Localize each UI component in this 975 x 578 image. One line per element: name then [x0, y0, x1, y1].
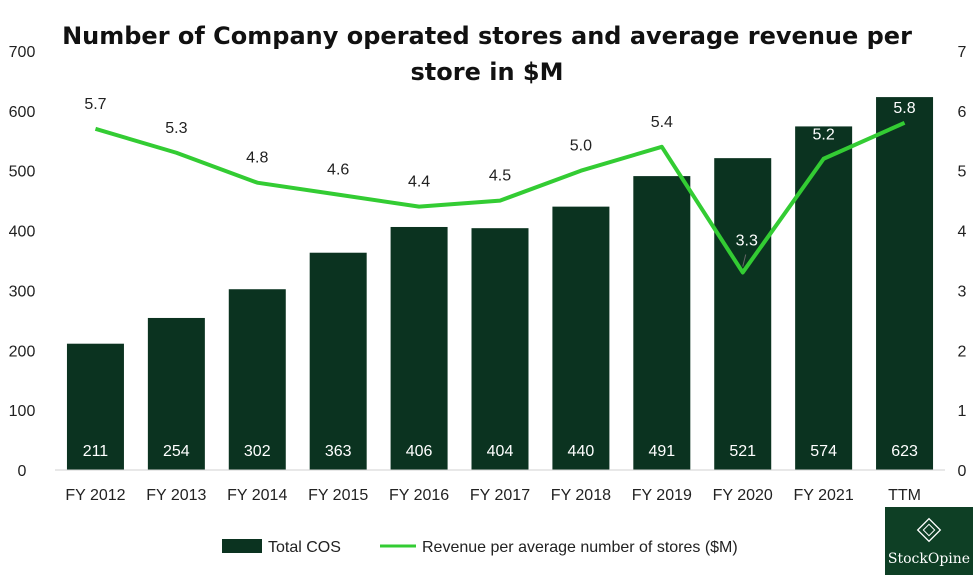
bar [714, 158, 772, 470]
category-labels: FY 2012 FY 2013 FY 2014 FY 2015 FY 2016 FY 20… [65, 487, 921, 504]
category-label: FY 2013 [146, 487, 206, 504]
left-axis-tick-label: 600 [9, 104, 36, 121]
bar [66, 343, 124, 470]
bar-series [66, 97, 934, 471]
right-axis-tick-label: 7 [958, 44, 967, 61]
bar-value-label: 623 [891, 443, 918, 460]
bar [147, 317, 205, 470]
category-label: FY 2020 [713, 487, 773, 504]
line-series: 5.7 5.3 4.8 4.6 4.4 4.5 5.0 5.4 3.3 5.2 5.8 [84, 96, 916, 275]
bar-value-label: 302 [244, 443, 271, 460]
bar [309, 252, 367, 470]
bar-value-label: 254 [163, 443, 190, 460]
logo-diamond-icon [916, 517, 942, 543]
line-value-label: 5.4 [651, 114, 673, 131]
bar-value-labels: 211 254 302 363 406 404 440 491 521 574 623 [83, 443, 918, 460]
bar-value-label: 404 [487, 443, 514, 460]
left-axis: 0 100 200 300 400 500 600 700 [9, 44, 36, 480]
line-value-label: 5.8 [893, 100, 915, 117]
left-axis-tick-label: 200 [9, 343, 36, 360]
right-axis-tick-label: 4 [958, 224, 967, 241]
category-label: FY 2021 [794, 487, 854, 504]
category-label: FY 2017 [470, 487, 530, 504]
chart-title-line2: store in $M [411, 58, 564, 86]
line-value-label: 4.8 [246, 150, 268, 167]
right-axis-tick-label: 5 [958, 164, 967, 181]
legend-label-revenue: Revenue per average number of stores ($M… [422, 539, 738, 556]
revenue-line [94, 121, 906, 275]
line-value-label: 4.6 [327, 162, 349, 179]
bar [552, 206, 610, 470]
line-value-label: 5.7 [84, 96, 106, 113]
bar-value-label: 363 [325, 443, 352, 460]
line-label-leader [742, 254, 747, 267]
category-label: FY 2015 [308, 487, 368, 504]
left-axis-tick-label: 100 [9, 403, 36, 420]
bar-value-label: 521 [729, 443, 756, 460]
bar [228, 289, 286, 470]
line-value-label: 4.5 [489, 168, 511, 185]
line-value-label: 5.0 [570, 138, 592, 155]
bar [876, 97, 934, 470]
category-label: FY 2012 [65, 487, 125, 504]
chart-title-line1: Number of Company operated stores and av… [62, 22, 912, 50]
right-axis: 0 1 2 3 4 5 6 7 [958, 44, 967, 480]
category-label: FY 2019 [632, 487, 692, 504]
bar [471, 228, 529, 470]
right-axis-tick-label: 1 [958, 403, 967, 420]
bar-value-label: 406 [406, 443, 433, 460]
logo-text: StockOpine [888, 551, 970, 567]
bar-value-label: 211 [83, 443, 109, 460]
legend-swatch-total-cos [222, 539, 262, 553]
left-axis-tick-label: 300 [9, 283, 36, 300]
right-axis-tick-label: 2 [958, 343, 967, 360]
legend-label-total-cos: Total COS [268, 539, 341, 556]
category-label: FY 2014 [227, 487, 287, 504]
right-axis-tick-label: 3 [958, 283, 967, 300]
right-axis-tick-label: 6 [958, 104, 967, 121]
left-axis-tick-label: 400 [9, 224, 36, 241]
bar [633, 176, 691, 470]
bar-value-label: 491 [648, 443, 675, 460]
category-label: FY 2016 [389, 487, 449, 504]
category-label: TTM [888, 487, 921, 504]
line-value-label: 3.3 [736, 232, 758, 249]
line-value-label: 5.3 [165, 120, 187, 137]
right-axis-tick-label: 0 [958, 463, 967, 480]
legend: Total COS Revenue per average number of … [222, 539, 738, 556]
category-label: FY 2018 [551, 487, 611, 504]
bar [795, 126, 853, 471]
left-axis-tick-label: 500 [9, 164, 36, 181]
line-value-label: 5.2 [813, 127, 835, 144]
left-axis-tick-label: 700 [9, 44, 36, 61]
bar-value-label: 440 [568, 443, 595, 460]
bar [390, 226, 448, 470]
line-value-label: 4.4 [408, 174, 430, 191]
stockopine-logo: StockOpine [885, 507, 973, 575]
left-axis-tick-label: 0 [18, 463, 27, 480]
bar-value-label: 574 [810, 443, 837, 460]
